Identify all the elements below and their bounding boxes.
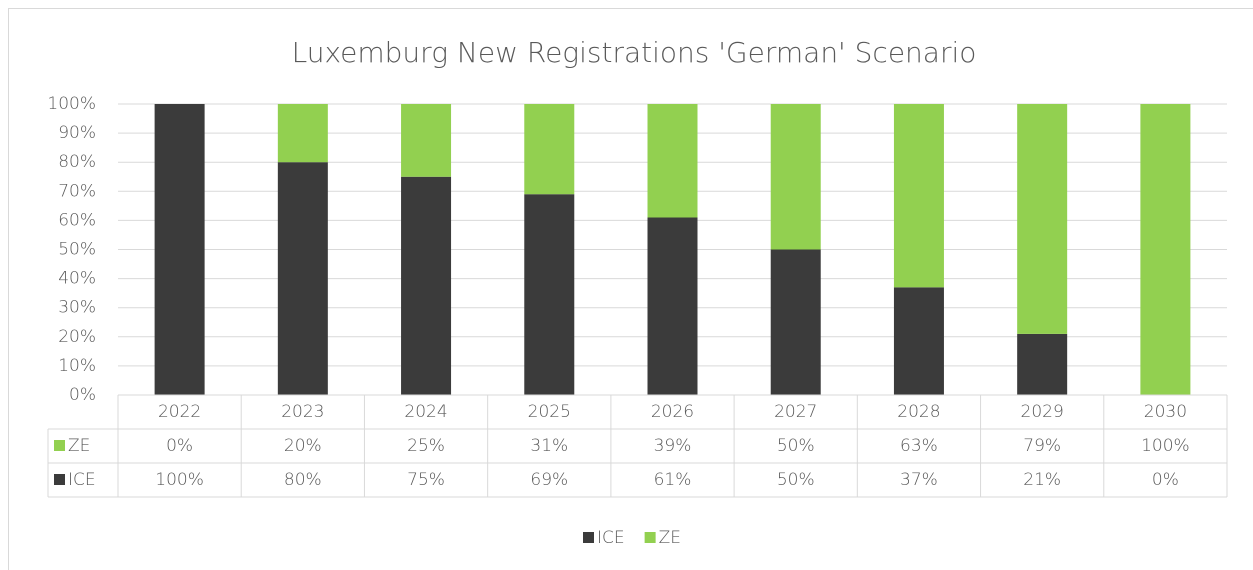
- x-tick-label: 2029: [1021, 402, 1064, 422]
- table-cell: 50%: [777, 436, 815, 456]
- legend-label: ZE: [659, 528, 681, 548]
- y-tick-label: 80%: [58, 152, 96, 172]
- table-cell: 100%: [1141, 436, 1190, 456]
- x-tick-label: 2027: [774, 402, 817, 422]
- bar-segment: [401, 176, 452, 395]
- table-cell: 61%: [654, 470, 692, 490]
- legend-key: [583, 532, 594, 543]
- table-cell: 31%: [530, 436, 568, 456]
- table-cell: 63%: [900, 436, 938, 456]
- bar-segment: [647, 217, 698, 395]
- x-tick-label: 2022: [158, 402, 201, 422]
- table-cell: 0%: [1152, 470, 1179, 490]
- bar-segment: [893, 287, 944, 395]
- x-tick-label: 2026: [651, 402, 694, 422]
- table-cell: 0%: [166, 436, 193, 456]
- table-legend-key: [54, 440, 65, 451]
- y-tick-label: 40%: [58, 269, 96, 289]
- table-cell: 75%: [407, 470, 445, 490]
- bar-segment: [401, 104, 452, 177]
- y-tick-label: 30%: [58, 298, 96, 318]
- table-series-name: ZE: [68, 436, 90, 456]
- table-cell: 80%: [284, 470, 322, 490]
- x-tick-label: 2024: [404, 402, 447, 422]
- y-tick-label: 20%: [58, 327, 96, 347]
- table-cell: 37%: [900, 470, 938, 490]
- bar-segment: [277, 162, 328, 395]
- y-tick-label: 50%: [58, 240, 96, 260]
- bar-segment: [770, 104, 821, 250]
- table-cell: 50%: [777, 470, 815, 490]
- legend-key: [644, 532, 656, 543]
- x-tick-label: 2025: [528, 402, 571, 422]
- y-tick-label: 90%: [58, 123, 96, 143]
- table-series-name: ICE: [68, 470, 96, 490]
- y-tick-label: 70%: [58, 181, 96, 201]
- y-tick-label: 0%: [69, 385, 96, 405]
- table-cell: 69%: [530, 470, 568, 490]
- bar-segment: [154, 104, 205, 395]
- bar-segment: [524, 194, 575, 395]
- y-tick-label: 60%: [58, 210, 96, 230]
- table-cell: 100%: [155, 470, 204, 490]
- x-tick-label: 2023: [281, 402, 324, 422]
- table-cell: 79%: [1023, 436, 1061, 456]
- table-cell: 39%: [654, 436, 692, 456]
- table-cell: 20%: [284, 436, 322, 456]
- x-tick-label: 2028: [897, 402, 940, 422]
- x-tick-label: 2030: [1144, 402, 1187, 422]
- table-cell: 25%: [407, 436, 445, 456]
- bar-segment: [770, 249, 821, 395]
- bar-segment: [277, 104, 328, 163]
- table-cell: 21%: [1023, 470, 1061, 490]
- bar-segment: [1017, 333, 1068, 395]
- table-legend-key: [54, 474, 65, 485]
- chart-title: Luxemburg New Registrations 'German' Sce…: [292, 36, 977, 69]
- bar-segment: [524, 104, 575, 195]
- y-tick-label: 10%: [58, 356, 96, 376]
- bar-segment: [1140, 104, 1191, 395]
- bar-segment: [1017, 104, 1068, 334]
- bar-segment: [647, 104, 698, 218]
- y-tick-label: 100%: [47, 94, 96, 114]
- bar-segment: [893, 104, 944, 288]
- legend-label: ICE: [597, 528, 625, 548]
